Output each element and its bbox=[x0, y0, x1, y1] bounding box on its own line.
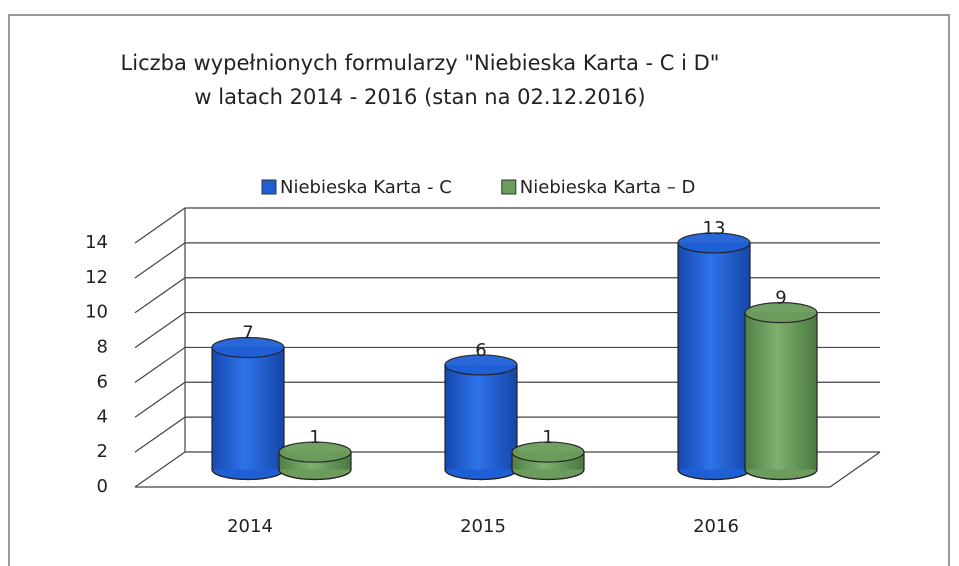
chart-frame bbox=[8, 14, 950, 566]
data-label: 7 bbox=[242, 323, 253, 344]
bar bbox=[444, 354, 518, 481]
bar bbox=[744, 302, 818, 481]
y-tick-label: 6 bbox=[97, 371, 108, 392]
bar bbox=[677, 232, 751, 481]
bar bbox=[511, 441, 585, 481]
data-label: 13 bbox=[703, 218, 726, 239]
y-tick-label: 12 bbox=[85, 267, 108, 288]
data-label: 1 bbox=[309, 427, 320, 448]
bar bbox=[278, 441, 352, 481]
data-label: 9 bbox=[775, 288, 786, 309]
y-tick-label: 10 bbox=[85, 302, 108, 323]
x-tick-label: 2016 bbox=[693, 516, 739, 537]
grid-line bbox=[134, 207, 880, 244]
data-label: 6 bbox=[475, 340, 486, 361]
chart-title: w latach 2014 - 2016 (stan na 02.12.2016… bbox=[194, 85, 645, 109]
y-tick-label: 2 bbox=[97, 441, 108, 462]
bar bbox=[211, 336, 285, 481]
y-tick-label: 0 bbox=[97, 476, 108, 497]
y-tick-label: 8 bbox=[97, 337, 108, 358]
y-tick-label: 14 bbox=[85, 232, 108, 253]
grid-line bbox=[134, 242, 880, 279]
legend-label: Niebieska Karta – D bbox=[520, 177, 696, 198]
legend-swatch bbox=[261, 179, 277, 195]
legend-swatch bbox=[501, 179, 517, 195]
floor-edge bbox=[829, 451, 881, 488]
x-tick-label: 2015 bbox=[460, 516, 506, 537]
x-tick-label: 2014 bbox=[227, 516, 273, 537]
y-tick-label: 4 bbox=[97, 406, 108, 427]
data-label: 1 bbox=[542, 427, 553, 448]
legend-label: Niebieska Karta - C bbox=[280, 177, 452, 198]
chart-title: Liczba wypełnionych formularzy "Niebiesk… bbox=[121, 51, 720, 75]
